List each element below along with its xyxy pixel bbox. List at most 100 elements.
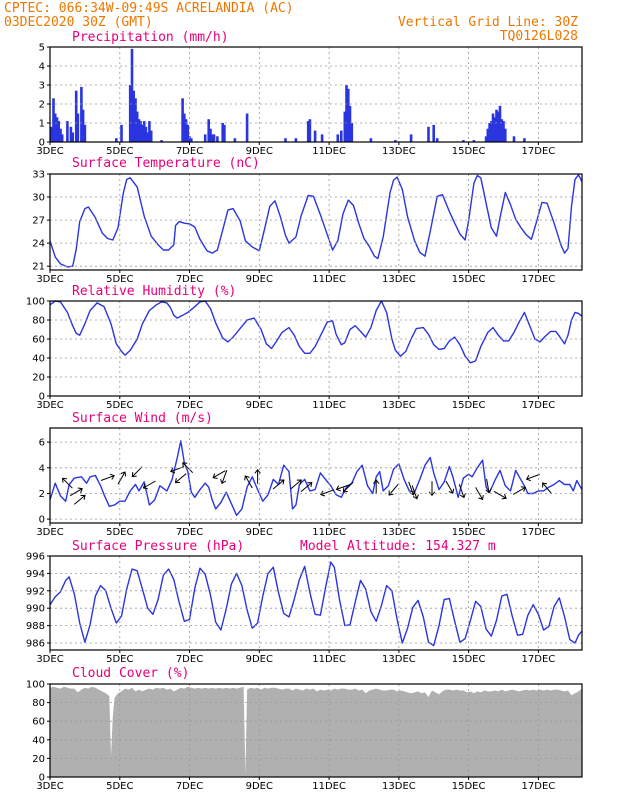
precipitation-bar	[80, 86, 83, 142]
precipitation-bar	[57, 121, 60, 142]
temperature-panel: Surface Temperature (nC) 21 24 27 30 33 3DEC 5D…	[32, 156, 583, 285]
wind-xtick-label: 11DEC	[312, 527, 346, 538]
cloud-panel: Cloud Cover (%) 0 20 40 60 80 100 3DEC 5DEC 7DEC 9…	[26, 666, 583, 792]
precipitation-title: Precipitation (mm/h)	[72, 30, 229, 45]
wind-arrow-head	[320, 490, 326, 497]
precipitation-bar	[216, 136, 219, 142]
wind-arrow-shaft	[342, 481, 354, 493]
wind-arrow	[485, 478, 492, 494]
precipitation-bar	[130, 48, 134, 142]
grid-line-header: Vertical Grid Line: 30Z	[398, 15, 578, 30]
pressure-xtick-label: 17DEC	[522, 654, 556, 665]
precipitation-bar	[60, 134, 64, 142]
temperature-xtick-label: 11DEC	[312, 274, 346, 285]
precipitation-bar	[347, 88, 350, 142]
precipitation-bar	[245, 113, 249, 142]
precipitation-bar	[320, 134, 324, 142]
wind-arrow-shaft	[117, 471, 126, 485]
wind-arrow-shaft	[542, 482, 552, 495]
humidity-xtick-label: 17DEC	[522, 400, 556, 411]
wind-arrow-head	[254, 468, 261, 474]
precipitation-xtick-label: 17DEC	[522, 146, 556, 157]
wind-arrow-head	[80, 494, 86, 500]
wind-arrow-head	[428, 491, 436, 497]
wind-ytick-label: 2	[39, 489, 45, 500]
wind-arrow	[542, 482, 552, 495]
precipitation-bar	[210, 134, 214, 142]
wind-arrow	[212, 470, 226, 479]
pressure-ytick-label: 994	[26, 569, 45, 580]
humidity-line	[49, 300, 583, 364]
wind-arrow	[254, 468, 261, 484]
wind-arrow	[174, 473, 187, 484]
wind-arrow-head	[142, 483, 148, 490]
wind-arrow	[61, 477, 73, 489]
wind-arrow-shaft	[493, 490, 507, 499]
wind-arrow	[475, 487, 484, 501]
wind-arrow	[220, 470, 228, 485]
precipitation-bar	[83, 124, 87, 142]
precipitation-bar	[313, 130, 317, 142]
temperature-line	[49, 174, 583, 268]
wind-title: Surface Wind (m/s)	[72, 411, 213, 426]
wind-arrow-head	[182, 462, 188, 468]
wind-arrow-shaft	[411, 485, 418, 499]
precipitation-bar	[498, 105, 502, 142]
temperature-xtick-label: 13DEC	[382, 274, 416, 285]
precipitation-bar	[55, 117, 59, 142]
humidity-xtick-label: 9DEC	[246, 400, 273, 411]
precipitation-bar	[504, 128, 507, 142]
humidity-xtick-label: 5DEC	[106, 400, 133, 411]
pressure-line	[49, 561, 583, 647]
precipitation-bar	[81, 109, 85, 142]
wind-arrow-head	[212, 473, 218, 479]
wind-arrow-head	[244, 475, 250, 481]
precipitation-bar	[495, 109, 498, 142]
wind-arrow-shaft	[336, 484, 350, 490]
precipitation-xtick-label: 11DEC	[312, 146, 346, 157]
wind-arrow-shaft	[100, 475, 115, 481]
wind-arrow-shaft	[143, 480, 156, 489]
wind-arrow-head	[412, 494, 419, 500]
wind-line	[49, 440, 583, 516]
precipitation-bar	[523, 138, 526, 142]
wind-arrow-head	[131, 472, 137, 478]
cloud-frame	[49, 683, 583, 778]
temperature-xtick-label: 17DEC	[522, 274, 556, 285]
wind-arrow-head	[296, 479, 302, 485]
precipitation-bar	[184, 119, 188, 142]
wind-arrow	[512, 486, 527, 495]
precipitation-bar	[66, 121, 69, 142]
precipitation-bar	[186, 124, 190, 142]
location-header: CPTEC: 066:34W-09:49S ACRELANDIA (AC)	[4, 1, 294, 16]
humidity-ytick-label: 60	[32, 335, 45, 346]
precipitation-bar	[59, 128, 62, 142]
cloud-ytick-label: 0	[39, 773, 45, 784]
humidity-xtick-label: 7DEC	[176, 400, 203, 411]
precipitation-bar	[212, 134, 216, 142]
cloud-ytick-label: 80	[32, 698, 45, 709]
precipitation-bar	[120, 124, 123, 142]
header: CPTEC: 066:34W-09:49S ACRELANDIA (AC) 03…	[4, 1, 578, 44]
wind-arrow-head	[520, 486, 527, 492]
precipitation-bar	[146, 132, 149, 142]
precipitation-ytick-label: 3	[39, 81, 45, 92]
precipitation-bar	[141, 124, 144, 142]
wind-arrow	[411, 485, 419, 500]
wind-arrow-head	[478, 495, 484, 501]
cloud-ytick-label: 40	[32, 735, 45, 746]
wind-arrow-shaft	[244, 475, 253, 489]
wind-arrow	[342, 481, 354, 493]
pressure-ytick-label: 988	[26, 621, 45, 632]
wind-xtick-label: 3DEC	[36, 527, 63, 538]
panels: Precipitation (mm/h) 0 1 2 3 4 5 3DEC 5DEC 7DEC 9D…	[26, 30, 583, 792]
cloud-xtick-label: 3DEC	[36, 781, 63, 792]
pressure-ytick-label: 990	[26, 604, 45, 615]
wind-panel: Surface Wind (m/s) 0 2 4 6 3DEC 5DEC 7DEC 9DEC 11…	[36, 411, 583, 538]
precipitation-bar	[427, 126, 430, 142]
temperature-ytick-label: 21	[32, 262, 45, 273]
wind-xtick-label: 7DEC	[176, 527, 203, 538]
precipitation-bar	[350, 123, 354, 142]
precipitation-xtick-label: 5DEC	[106, 146, 133, 157]
pressure-panel: Surface Pressure (hPa) Model Altitude: 15…	[26, 539, 583, 665]
